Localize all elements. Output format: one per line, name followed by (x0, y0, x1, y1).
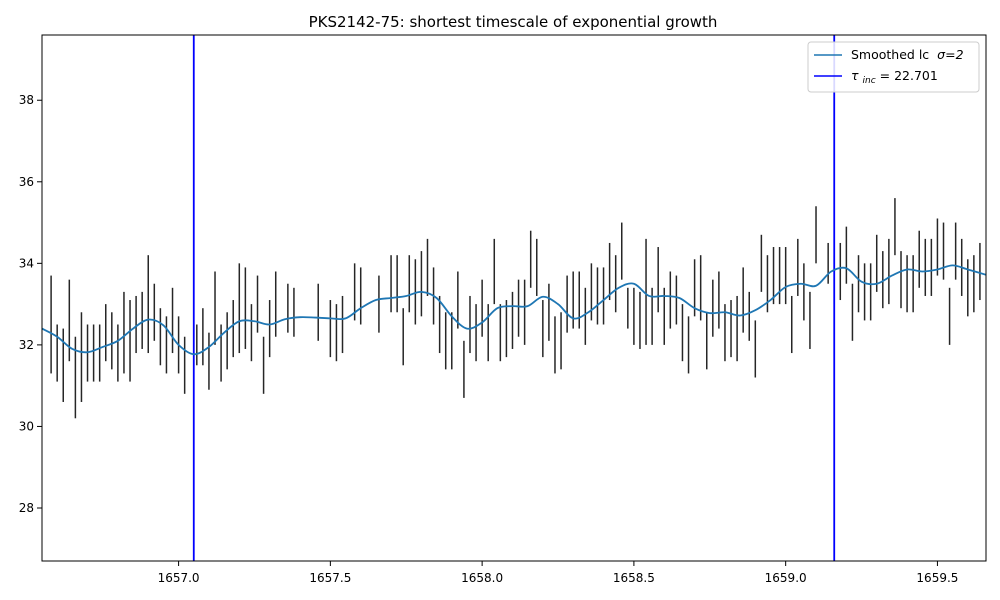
legend-label-tau: τ inc = 22.701 (851, 68, 938, 86)
series-group (42, 264, 986, 356)
plot-area (42, 35, 986, 561)
x-axis: 1657.0 1657.5 1658.0 1658.5 1659.0 1659.5 (158, 561, 958, 585)
legend-tau-value: = 22.701 (880, 68, 938, 83)
y-tick-label: 28 (19, 501, 34, 515)
legend-label-smoothed-text: Smoothed lc (851, 47, 929, 62)
x-tick-label: 1659.0 (765, 571, 807, 585)
legend-label-smoothed-sigma: σ=2 (937, 47, 963, 62)
x-tick-label: 1659.5 (916, 571, 958, 585)
legend: Smoothed lc σ=2 τ inc = 22.701 (807, 41, 980, 93)
legend-tau-subscript: inc (863, 76, 876, 86)
legend-box (807, 41, 980, 93)
y-tick-label: 36 (19, 175, 34, 189)
tau-inc-lines (192, 35, 836, 561)
y-tick-label: 34 (19, 256, 34, 270)
legend-label-smoothed: Smoothed lc σ=2 (851, 47, 964, 62)
chart-title: PKS2142-75: shortest timescale of expone… (309, 13, 718, 31)
x-tick-label: 1657.5 (309, 571, 351, 585)
y-tick-label: 38 (19, 93, 34, 107)
axes-frame (41, 34, 987, 562)
x-tick-label: 1657.0 (158, 571, 200, 585)
y-axis: 28 30 32 34 36 38 (19, 93, 42, 515)
y-tick-label: 32 (19, 338, 34, 352)
error-bars (50, 198, 981, 419)
smoothed-lc-line (42, 264, 986, 356)
x-tick-label: 1658.0 (461, 571, 503, 585)
x-tick-label: 1658.5 (613, 571, 655, 585)
legend-tau-symbol: τ (851, 68, 859, 83)
y-tick-label: 30 (19, 419, 34, 433)
